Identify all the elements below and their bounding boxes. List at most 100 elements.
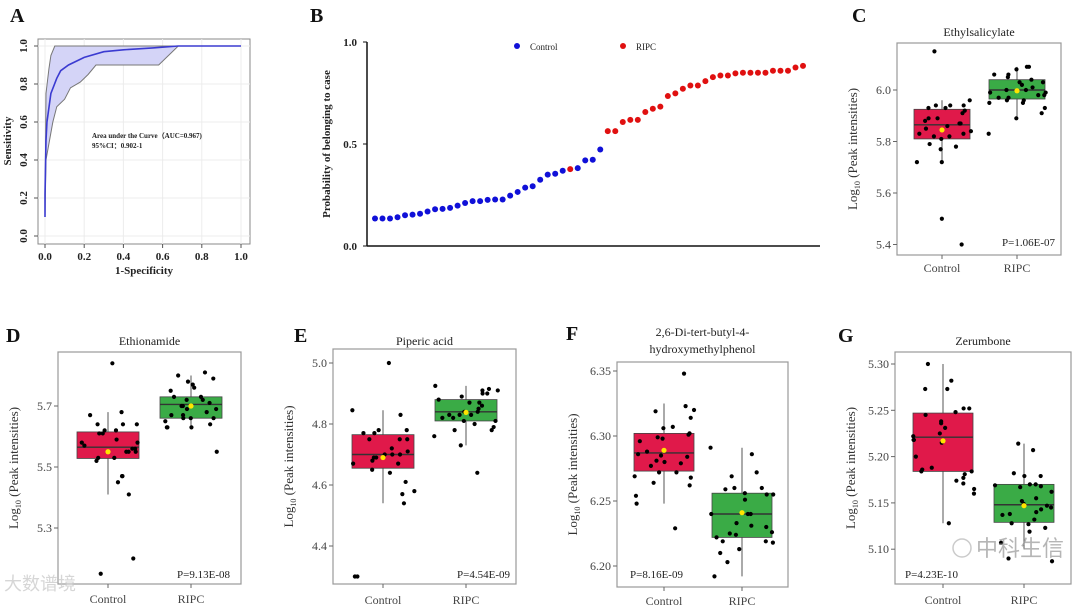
data-point-control xyxy=(948,103,953,108)
panel-title: 2,6-Di-tert-butyl-4- xyxy=(656,325,750,339)
data-point-control xyxy=(660,436,665,441)
data-point-control xyxy=(632,474,637,479)
data-point-control xyxy=(658,453,664,458)
data-point-control xyxy=(88,413,93,418)
data-point-control xyxy=(939,136,944,142)
data-point-ripc xyxy=(179,403,184,409)
y-tick-label: 5.25 xyxy=(868,403,889,417)
data-point-control xyxy=(945,386,950,392)
data-point-control xyxy=(387,470,393,475)
y-tick-label: 5.7 xyxy=(37,399,52,413)
legend-marker-control xyxy=(514,43,520,49)
data-point-control xyxy=(953,410,958,415)
panel-label-b: B xyxy=(310,5,323,27)
y-tick-label: 0.8 xyxy=(18,77,30,91)
probability-point-ripc xyxy=(702,78,709,85)
data-point-ripc xyxy=(180,413,186,418)
data-point-ripc xyxy=(198,394,204,399)
data-point-ripc xyxy=(192,385,197,390)
y-tick-label: 5.20 xyxy=(868,450,889,464)
plot-frame xyxy=(896,42,1062,256)
probability-point-control xyxy=(439,205,446,212)
panel-title: Ethionamide xyxy=(119,334,180,348)
data-point-control xyxy=(953,144,959,149)
y-tick-label: 1.0 xyxy=(18,39,30,53)
x-tick-label-control: Control xyxy=(925,593,962,607)
data-point-ripc xyxy=(202,370,208,375)
panel-title: Piperic acid xyxy=(396,334,453,348)
watermark-left: 大数谱境 xyxy=(4,574,76,594)
data-point-control xyxy=(635,452,641,457)
data-point-control xyxy=(929,465,934,470)
probability-point-ripc xyxy=(724,72,731,79)
probability-point-control xyxy=(462,199,469,206)
data-point-control xyxy=(968,129,974,134)
data-point-control xyxy=(961,103,966,108)
boxplot-panel-d: Ethionamide 5.3 5.5 5.7 Log10 (Peak intensit… xyxy=(6,334,242,606)
y-tick-label: 6.25 xyxy=(590,494,611,508)
y-axis-title-rest: (Peak intensities) xyxy=(6,407,21,500)
y-tick-label: 6.0 xyxy=(876,83,891,97)
data-point-control xyxy=(119,410,124,415)
data-point-ripc xyxy=(485,391,490,396)
data-point-control xyxy=(397,452,403,457)
probability-point-control xyxy=(582,157,589,164)
data-point-ripc xyxy=(163,419,168,424)
data-point-ripc xyxy=(771,492,776,497)
data-point-control xyxy=(79,440,84,445)
mean-marker-ripc xyxy=(739,510,745,516)
data-point-ripc xyxy=(1036,93,1041,98)
data-point-control xyxy=(911,434,916,439)
y-tick-label: 6.30 xyxy=(590,429,611,443)
y-axis-title: Log10 (Peak intensities) xyxy=(845,88,862,210)
data-point-ripc xyxy=(1049,559,1055,564)
data-point-control xyxy=(370,467,375,472)
data-point-control xyxy=(112,455,117,460)
data-point-ripc xyxy=(1014,116,1019,121)
data-point-control xyxy=(120,474,125,479)
data-point-control xyxy=(113,428,119,433)
probability-point-control xyxy=(417,210,424,217)
probability-point-control xyxy=(499,196,506,203)
p-value: P=1.06E-07 xyxy=(1002,237,1055,249)
data-point-control xyxy=(634,501,639,506)
data-point-ripc xyxy=(749,523,754,528)
probability-point-ripc xyxy=(604,128,611,135)
data-point-control xyxy=(923,386,928,392)
data-point-ripc xyxy=(1018,485,1023,490)
data-point-control xyxy=(917,131,922,136)
y-tick-label: 5.0 xyxy=(312,356,327,370)
y-axis-title: Log10 (Peak intensities) xyxy=(565,413,582,535)
probability-point-control xyxy=(469,198,476,205)
data-point-ripc xyxy=(742,497,748,502)
y-tick-label: 5.10 xyxy=(868,542,889,556)
data-point-control xyxy=(102,428,107,433)
data-point-control xyxy=(110,361,115,366)
data-point-control xyxy=(688,475,693,480)
data-point-ripc xyxy=(1004,98,1010,103)
panel-label-a: A xyxy=(10,5,25,27)
data-point-ripc xyxy=(477,400,482,405)
x-tick-label-ripc: RIPC xyxy=(1004,261,1031,275)
probability-point-ripc xyxy=(792,64,799,71)
y-tick-label: 5.5 xyxy=(37,460,52,474)
x-tick-label-control: Control xyxy=(646,594,683,608)
data-point-ripc xyxy=(436,397,441,402)
data-point-ripc xyxy=(1030,448,1036,453)
data-point-ripc xyxy=(1042,93,1047,98)
data-point-control xyxy=(412,489,417,494)
probability-point-ripc xyxy=(747,69,754,76)
data-point-ripc xyxy=(168,388,173,393)
data-point-ripc xyxy=(472,421,477,427)
probability-point-control xyxy=(432,206,439,213)
y-tick-label: 5.6 xyxy=(876,186,891,200)
y-tick-label: 5.4 xyxy=(876,238,891,252)
data-point-ripc xyxy=(732,485,737,491)
data-point-control xyxy=(961,131,966,136)
data-point-control xyxy=(370,458,375,463)
y-axis-title-subscript: 10 xyxy=(573,507,582,515)
y-tick-label: 0.5 xyxy=(343,139,357,151)
data-point-control xyxy=(911,437,916,443)
data-point-ripc xyxy=(185,379,191,384)
data-point-ripc xyxy=(1020,100,1026,105)
